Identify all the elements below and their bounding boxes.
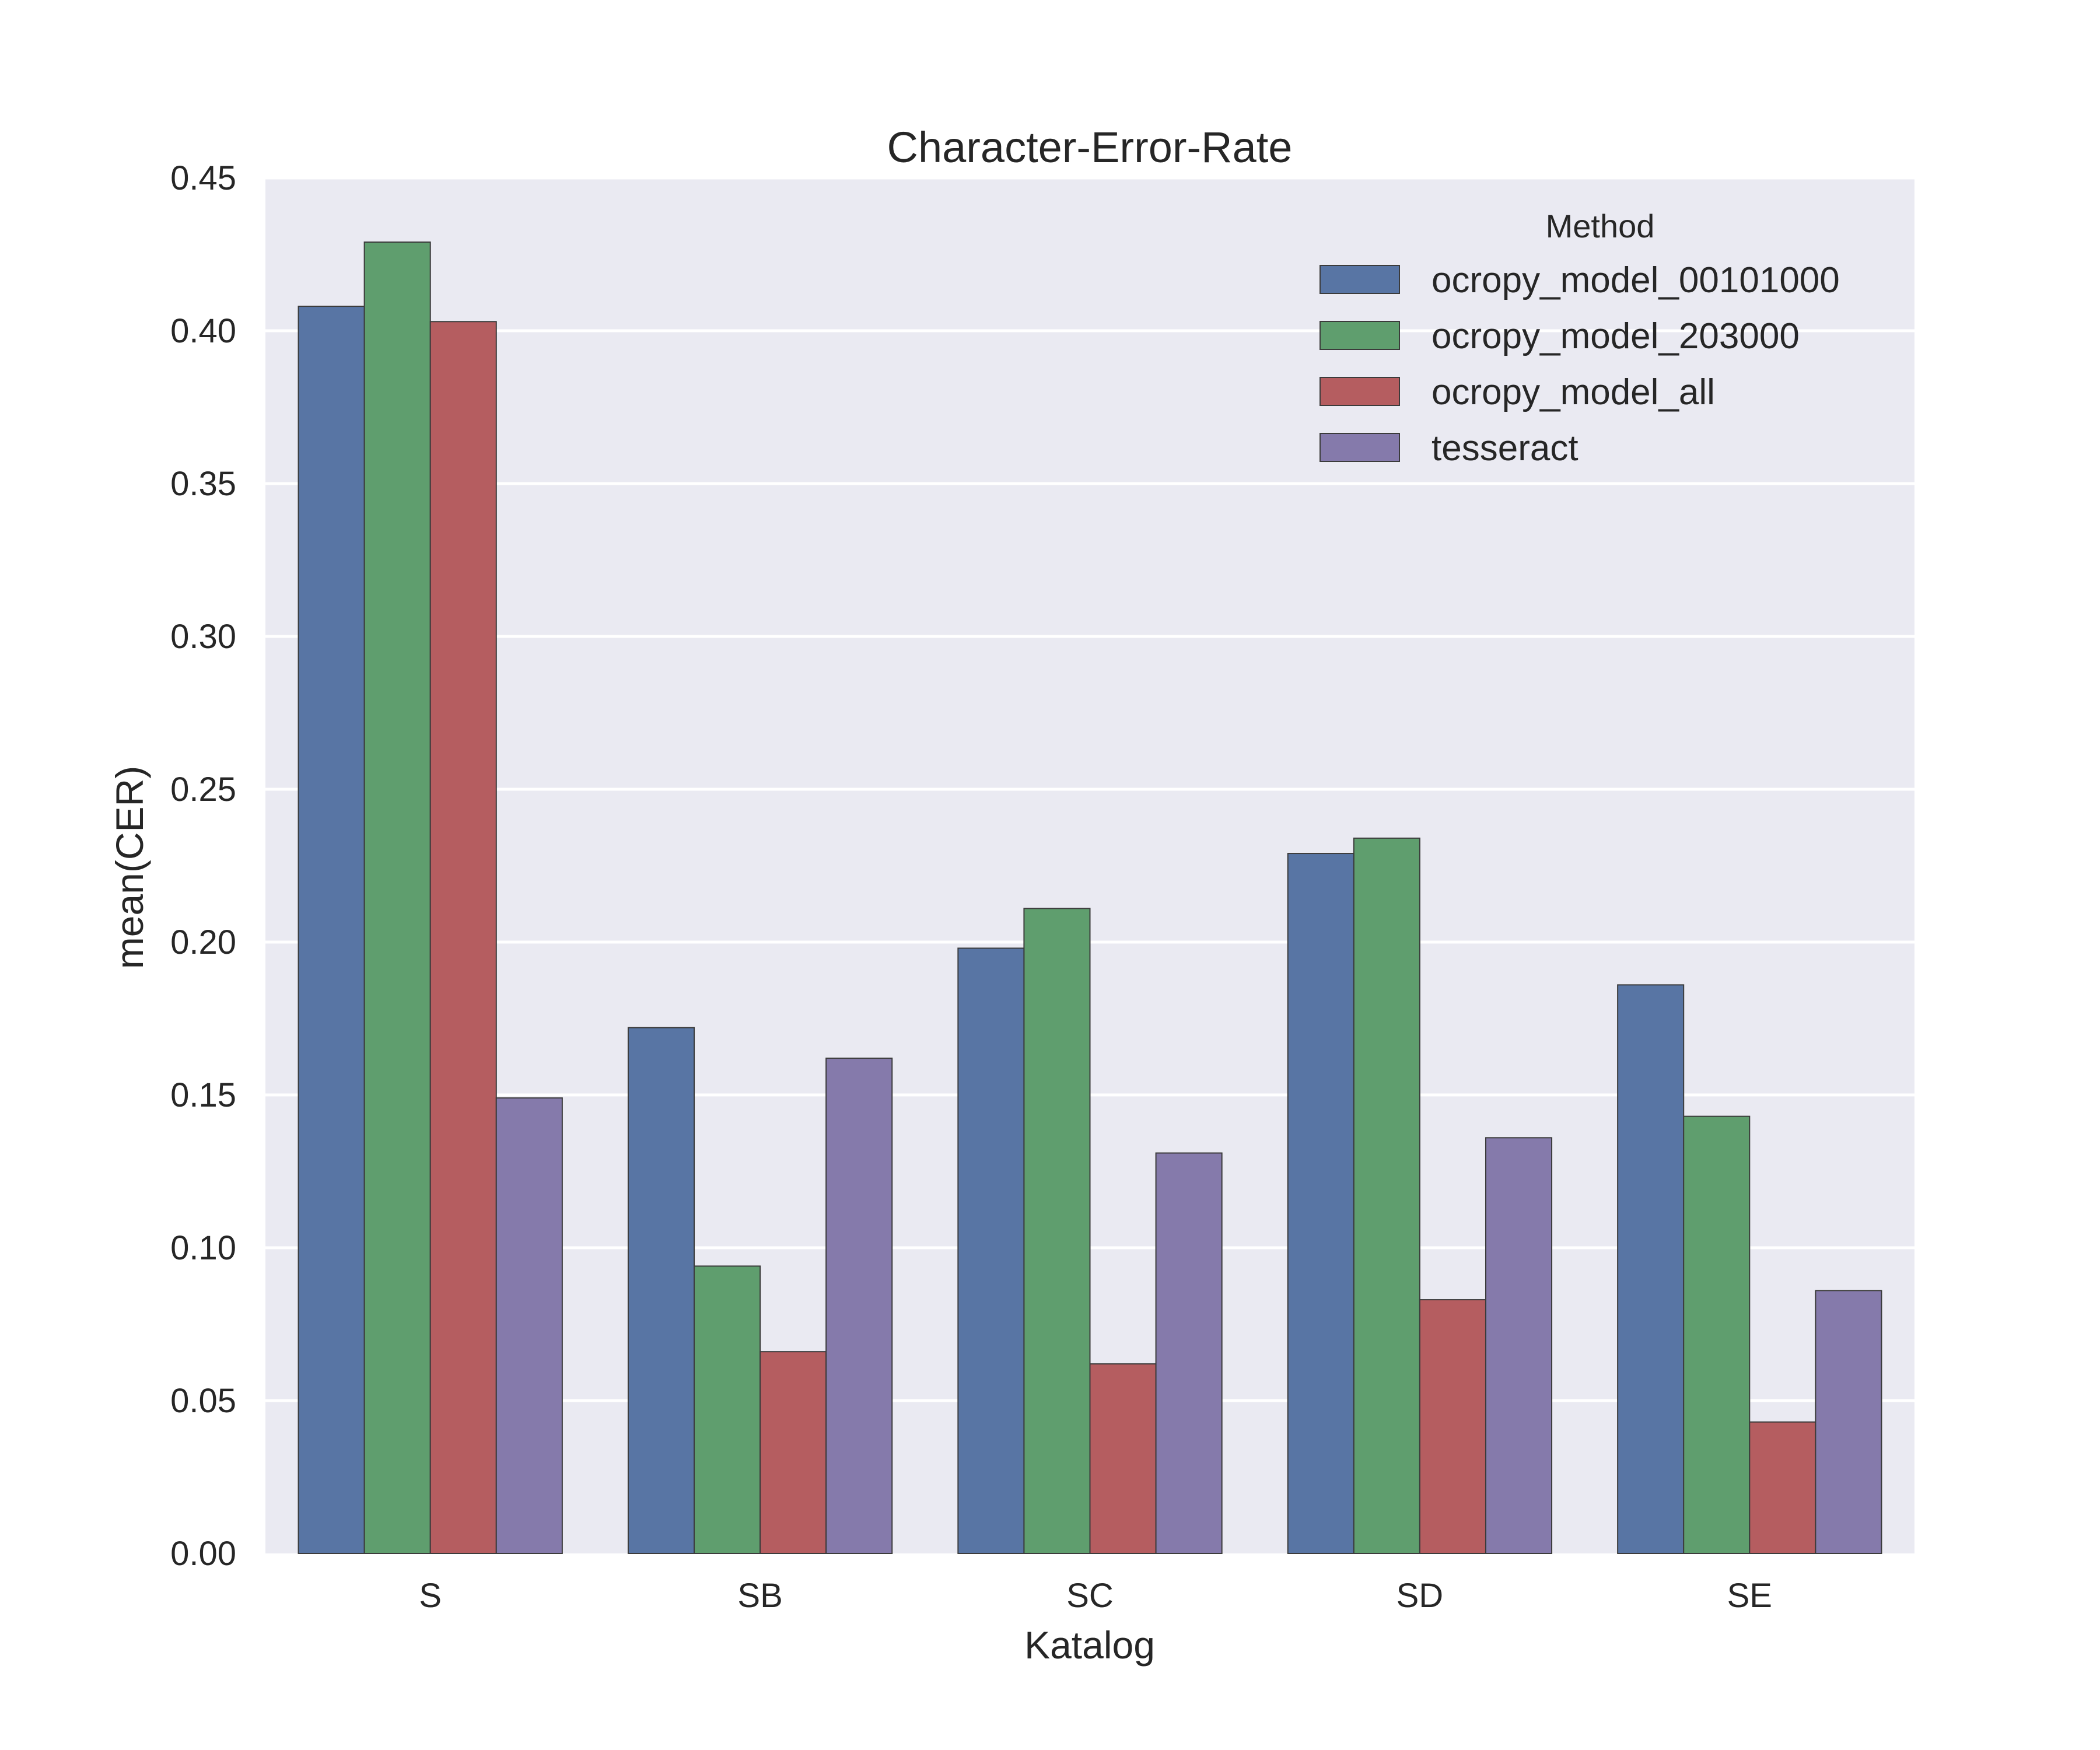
legend-item-label: ocropy_model_all — [1432, 372, 1715, 412]
legend-swatch — [1320, 321, 1400, 350]
y-tick-label: 0.40 — [170, 312, 236, 350]
bar-s-tesseract — [495, 1097, 563, 1554]
bar-series — [298, 242, 1882, 1555]
bar-sc-ocropy-model-all — [1089, 1363, 1157, 1555]
x-tick-label: SE — [1727, 1577, 1772, 1615]
y-tick-label: 0.25 — [170, 771, 236, 808]
bar-sc-tesseract — [1155, 1152, 1223, 1555]
bar-s-ocropy-model-203000 — [363, 242, 431, 1554]
bar-sc-ocropy-model-00101000 — [957, 947, 1025, 1554]
legend-item-label: ocropy_model_203000 — [1432, 316, 1800, 356]
bar-se-ocropy-model-all — [1749, 1421, 1817, 1554]
chart-title: Character-Error-Rate — [887, 123, 1293, 172]
x-tick-label: SC — [1066, 1577, 1114, 1615]
legend-swatch — [1320, 433, 1400, 462]
y-axis-ticks: 0.00 0.05 0.10 0.15 0.20 0.25 0.30 0.35 0.40 0.45 — [170, 159, 236, 1573]
legend[interactable]: Method ocropy_model_00101000 ocropy_model… — [1320, 208, 1840, 468]
bar-se-tesseract — [1815, 1290, 1882, 1555]
x-axis-label: Katalog — [1024, 1623, 1155, 1667]
legend-item-label: ocropy_model_00101000 — [1432, 260, 1840, 300]
bar-s-ocropy-model-all — [429, 321, 497, 1554]
bar-sd-ocropy-model-all — [1419, 1299, 1486, 1555]
bar-sb-ocropy-model-all — [760, 1351, 827, 1554]
y-tick-label: 0.05 — [170, 1382, 236, 1420]
bar-sb-ocropy-model-203000 — [694, 1265, 761, 1554]
y-axis-label: mean(CER) — [108, 766, 151, 969]
y-tick-label: 0.15 — [170, 1076, 236, 1114]
y-tick-label: 0.10 — [170, 1229, 236, 1267]
y-tick-label: 0.20 — [170, 923, 236, 961]
y-tick-label: 0.30 — [170, 618, 236, 656]
bar-sb-ocropy-model-00101000 — [627, 1027, 695, 1554]
x-tick-label: SB — [737, 1577, 782, 1615]
x-tick-label: S — [419, 1577, 442, 1615]
y-tick-label: 0.45 — [170, 159, 236, 197]
bar-s-ocropy-model-00101000 — [298, 306, 365, 1554]
legend-item-label: tesseract — [1432, 428, 1578, 468]
legend-swatch — [1320, 265, 1400, 294]
legend-title: Method — [1546, 208, 1655, 244]
bar-sb-tesseract — [825, 1058, 893, 1554]
bar-sd-ocropy-model-00101000 — [1287, 853, 1354, 1554]
bar-se-ocropy-model-203000 — [1683, 1115, 1751, 1555]
x-tick-label: SD — [1396, 1577, 1444, 1615]
y-tick-label: 0.00 — [170, 1535, 236, 1573]
bar-sd-ocropy-model-203000 — [1353, 837, 1420, 1554]
y-tick-label: 0.35 — [170, 465, 236, 503]
bar-sc-ocropy-model-203000 — [1023, 908, 1091, 1554]
x-axis-ticks: S SB SC SD SE — [419, 1577, 1772, 1615]
bar-se-ocropy-model-00101000 — [1617, 984, 1685, 1554]
legend-swatch — [1320, 377, 1400, 406]
bar-sd-tesseract — [1485, 1137, 1553, 1554]
